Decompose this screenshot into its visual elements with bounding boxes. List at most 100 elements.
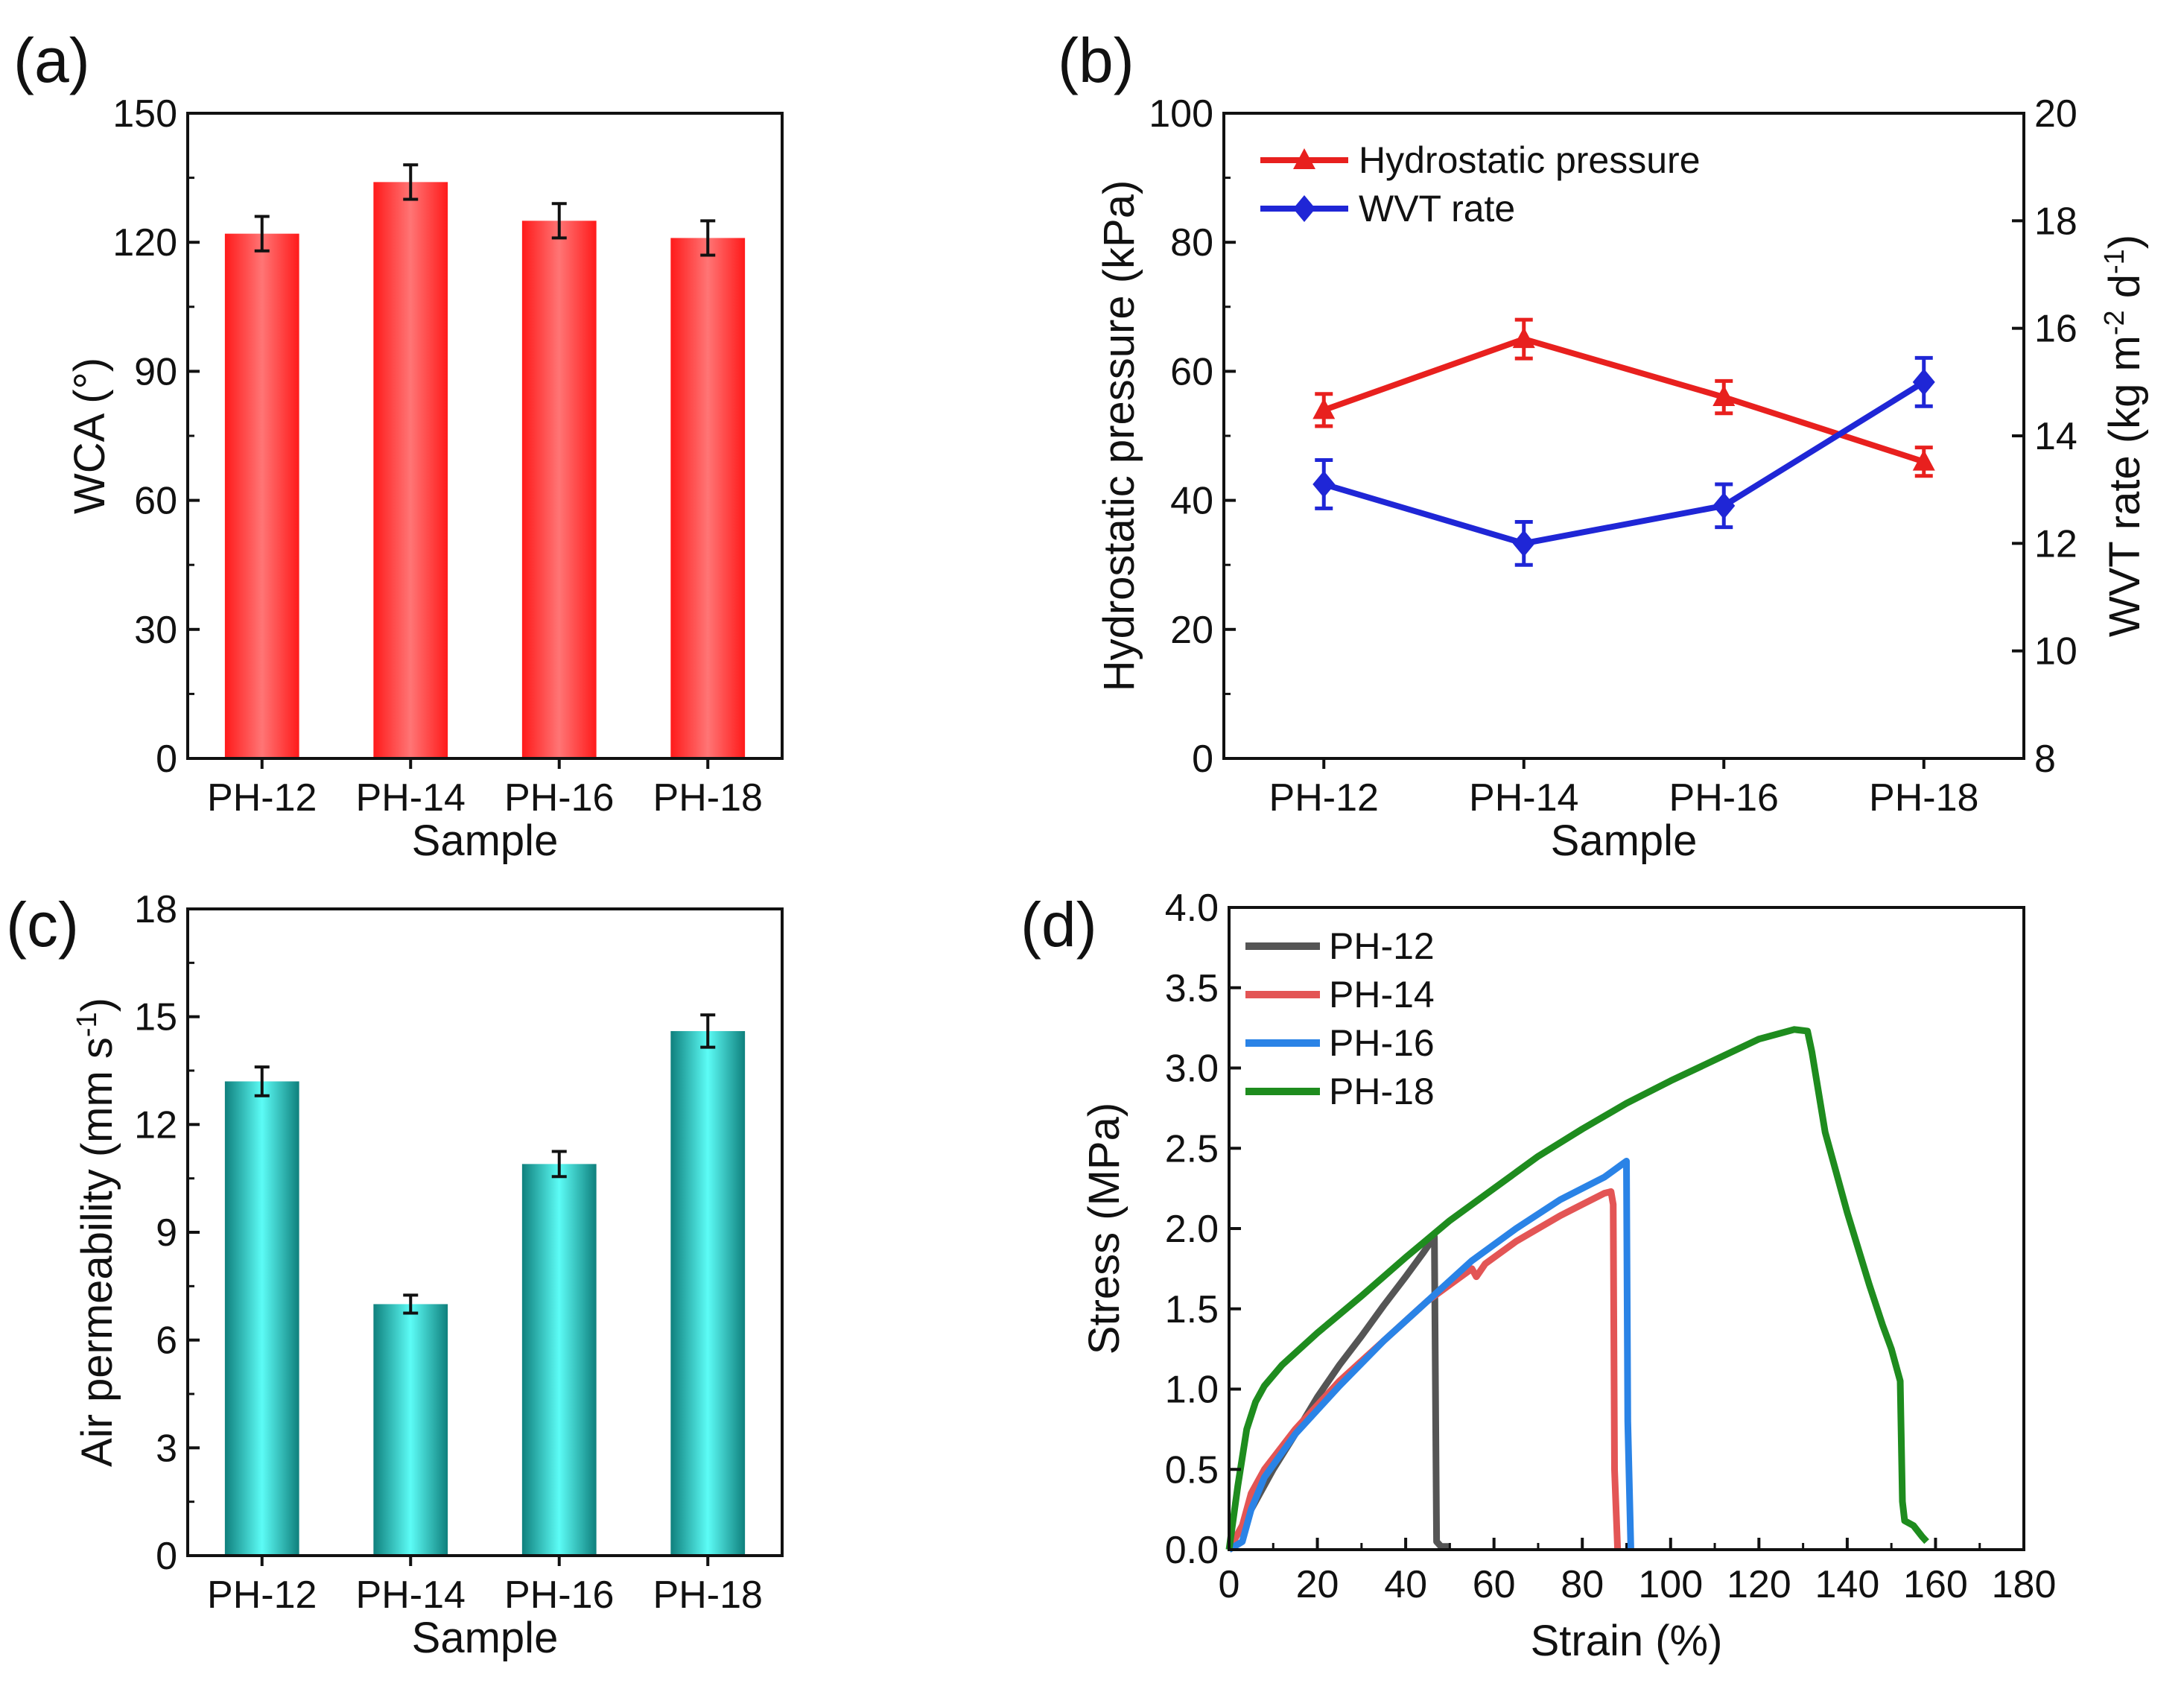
panel-d-xtick-label: 60 [1473,1563,1516,1606]
panel-c-ytick-label: 18 [134,888,177,931]
panel-d-curve-PH-18 [1225,1026,1929,1550]
panel-d-legend-label-0: PH-12 [1329,925,1435,967]
panel-a-xtick-label: PH-18 [653,776,763,820]
panel-a-xtick-label: PH-14 [356,776,466,820]
panel-b-ytick-label-right: 8 [2034,738,2056,781]
panel-d-xtick-label: 160 [1903,1563,1968,1606]
panel-c-ytick-label: 0 [156,1535,177,1578]
panel-b-legend-marker-1 [1293,195,1315,222]
panel-d-ytick-label: 1.5 [1165,1288,1219,1331]
panel-a-bar-PH-14 [373,182,448,758]
panel-d-chart: 0.0 0.5 1.0 1.5 2.0 2.5 3.0 3.5 4.0 0 20 40 60 80 100 1… [1080,887,2056,1665]
panel-b-series-line-0 [1322,335,1925,465]
panel-c-label: (c) [6,890,79,960]
panel-c-xtick-label: PH-18 [653,1574,763,1617]
panel-a-bar-PH-12 [224,233,299,758]
panel-c-xtick-label: PH-12 [207,1574,317,1617]
panel-d-xtick-label: 20 [1296,1563,1339,1606]
panel-b-series-1-point [1512,530,1535,557]
panel-d-xtick-label: 40 [1384,1563,1427,1606]
panel-b-ytick-label: 80 [1170,221,1213,264]
panel-b-xtick-label: PH-14 [1469,776,1578,820]
panel-b-ytick-label-right: 18 [2034,200,2077,243]
panel-b-series-0-point [1312,398,1336,419]
panel-b-legend-marker-0 [1293,148,1315,169]
panel-b-label: (b) [1058,25,1134,95]
panel-b-series-1-point [1712,492,1736,519]
panel-b-y-axis-title-right: WVT rate (kg m-2 d-1) [2099,235,2149,637]
panel-a-y-axis-title: WCA (°) [66,358,114,514]
panel-a-bar-PH-16 [521,221,597,758]
panel-d-curve-PH-16 [1227,1157,1634,1553]
panel-b-xtick-label: PH-12 [1269,776,1379,820]
panel-b-right-title-exp2: -1 [2099,249,2130,274]
panel-d-xtick-label: 0 [1219,1563,1240,1606]
panel-c-chart: 0 3 6 9 12 15 18 PH-12 PH-14 PH-16 PH-18 Sample Air … [72,888,784,1662]
panel-d-ytick-label: 0.0 [1165,1529,1219,1572]
panel-c-y-axis-title: Air permeability (mm s-1) [72,998,121,1467]
panel-b-ytick-label: 100 [1149,92,1213,136]
panel-c-ytick-label: 9 [156,1211,177,1255]
panel-b-ytick-label-right: 10 [2034,630,2077,674]
panel-c-ytick-label: 15 [134,996,177,1039]
panel-c-ytick-label: 3 [156,1427,177,1470]
panel-b-right-title-exp1: -2 [2099,310,2130,335]
panel-c-bar-PH-18 [670,1030,746,1556]
panel-d-ytick-label: 2.0 [1165,1208,1219,1251]
panel-a-xtick-label: PH-16 [504,776,614,820]
panel-b-xtick-label: PH-18 [1869,776,1978,820]
panel-b-series-0-point [1712,385,1736,407]
panel-d-y-axis-title: Stress (MPa) [1080,1103,1128,1354]
panel-b-series-0-point [1512,327,1535,349]
panel-b-ytick-label: 60 [1170,350,1213,393]
panel-b-ytick-label: 20 [1170,609,1213,652]
panel-b-y-axis-title: Hydrostatic pressure (kPa) [1095,180,1143,692]
panel-c-bar-PH-14 [373,1304,448,1556]
panel-a-ytick-label: 150 [112,92,177,136]
panel-d-ytick-label: 4.0 [1165,887,1219,930]
panel-c-ytick-label: 12 [134,1103,177,1147]
panel-d-ytick-label: 0.5 [1165,1448,1219,1492]
panel-b-legend-label-0: Hydrostatic pressure [1359,139,1701,181]
panel-a-ytick-label: 0 [156,738,177,781]
panel-d-ytick-label: 1.0 [1165,1369,1219,1412]
panel-a-ytick-label: 60 [134,480,177,523]
panel-a-x-axis-title: Sample [412,817,559,865]
panel-b-legend-label-1: WVT rate [1359,188,1515,229]
panel-d-xtick-label: 180 [1992,1563,2057,1606]
panel-d-legend-label-3: PH-18 [1329,1071,1435,1112]
panel-d-xtick-label: 80 [1561,1563,1604,1606]
panel-d-legend-label-2: PH-16 [1329,1022,1435,1064]
panel-b-series-0-point [1912,449,1935,471]
panel-a-ytick-label: 120 [112,221,177,264]
panel-c-xtick-label: PH-16 [504,1574,614,1617]
panel-b-right-title-end: ) [2101,235,2149,249]
panel-b-ytick-label: 40 [1170,480,1213,523]
panel-a-ytick-label: 90 [134,350,177,393]
panel-c-bar-PH-16 [521,1164,597,1556]
panel-c-x-axis-title: Sample [412,1614,559,1662]
panel-d-label: (d) [1020,890,1097,960]
panel-d-ytick-label: 3.5 [1165,967,1219,1010]
panel-d-xtick-label: 100 [1638,1563,1703,1606]
panel-b-right-title-main: WVT rate (kg m [2101,335,2149,637]
panel-a-ytick-label: 30 [134,609,177,652]
panel-c-y-axis-title-end: ) [73,998,121,1012]
panel-d-ytick-label: 2.5 [1165,1127,1219,1170]
panel-b-series-line-1 [1323,379,1926,547]
panel-d-legend-label-1: PH-14 [1329,974,1435,1015]
panel-d-xtick-label: 120 [1727,1563,1791,1606]
panel-b-series-1-point [1312,470,1336,498]
panel-b-series-1-point [1912,368,1935,396]
panel-c-y-axis-title-main: Air permeability (mm s [73,1037,121,1467]
panel-a-bar-PH-18 [670,238,746,759]
panel-b-chart: 0 20 40 60 80 100 8 10 12 14 16 18 20 PH-12 PH-14 PH-16… [1095,92,2149,865]
panel-b-x-axis-title: Sample [1551,817,1698,865]
panel-d-x-axis-title: Strain (%) [1531,1617,1723,1665]
panel-d-curve-PH-14 [1226,1188,1622,1552]
panel-d-ytick-label: 3.0 [1165,1048,1219,1091]
panel-b-ytick-label-right: 14 [2034,415,2077,458]
panel-b-xtick-label: PH-16 [1669,776,1779,820]
panel-a-xtick-label: PH-12 [207,776,317,820]
